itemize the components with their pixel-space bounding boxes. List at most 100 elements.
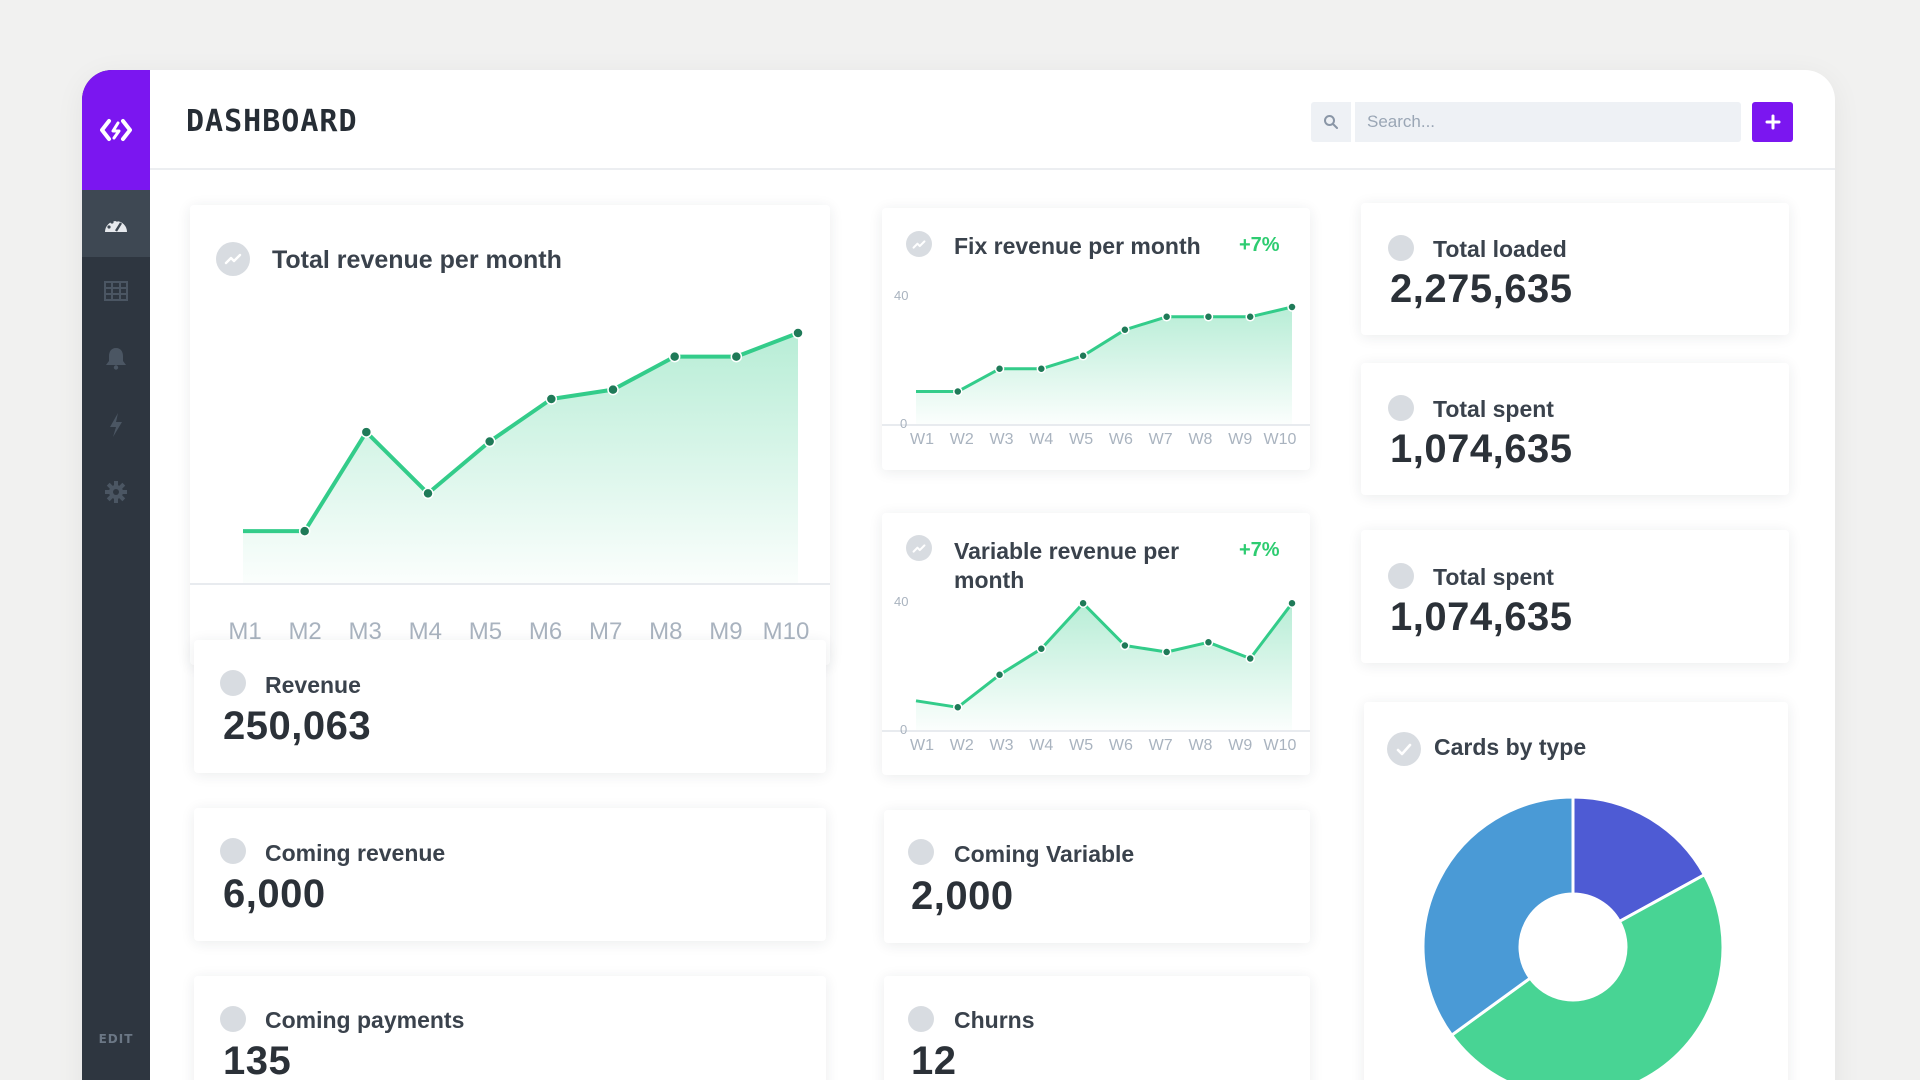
edit-button[interactable]: EDIT [98,1032,134,1046]
data-point [1036,364,1047,374]
app-window: EDIT DASHBOARD Total revenue per month M… [82,70,1835,1080]
pie-slice [1449,872,1725,1080]
x-tick-label: W10 [1264,431,1297,448]
x-tick-label: W7 [1149,737,1173,754]
data-point [792,327,804,339]
fix-revenue-chart: W1 W2 W3 W4 W5 W6 W7 W8 W9 W10 40 0 [882,288,1310,448]
coin-icon [220,1006,246,1032]
sidebar-item-table[interactable] [82,257,150,324]
check-icon [1387,732,1421,766]
variable-revenue-card: Variable revenue per month +7% W1 W2 W3 W4 W… [882,513,1310,775]
total-spent-card-2: Total spent 1,074,635 [1361,530,1789,663]
data-point [545,393,558,405]
coin-icon [1388,235,1414,261]
data-point [1120,640,1130,651]
data-point [1245,653,1255,664]
x-tick-label: W7 [1149,431,1173,448]
data-point [298,525,311,537]
data-point [1161,312,1172,322]
pie-slice [1571,795,1707,924]
card-value: 1,074,635 [1390,427,1573,471]
x-tick-label: W4 [1029,431,1053,448]
bell-icon [106,347,126,370]
dashboard-icon [105,217,127,232]
area-fill [916,307,1292,424]
card-title: Revenue [265,672,361,698]
coin-icon [220,670,246,696]
card-title: Coming Variable [954,841,1135,867]
fix-revenue-card: Fix revenue per month +7% W1 W2 W3 W4 W5 W6 W7… [882,208,1310,470]
card-title: Coming revenue [265,840,446,866]
total-loaded-card: Total loaded 2,275,635 [1361,203,1789,335]
x-tick-label: W10 [1264,737,1297,754]
header: DASHBOARD [150,70,1835,170]
trend-icon [906,535,932,561]
gear-icon [105,480,127,503]
cards-by-type-card: Cards by type [1364,702,1788,1080]
data-point [483,435,496,448]
total-revenue-chart: M1 M2 M3 M4 M5 M6 M7 M8 M9 M10 [190,327,830,645]
x-tick-label: W3 [990,737,1014,754]
sidebar-item-activity[interactable] [82,391,150,458]
x-tick-label: W8 [1188,431,1212,448]
sidebar-item-dashboard[interactable] [82,190,150,257]
data-point [994,364,1005,374]
search-icon[interactable] [1311,102,1351,142]
data-point [668,350,681,363]
search-input[interactable] [1355,102,1741,142]
card-title: Variable revenue per [954,538,1180,564]
add-button[interactable] [1752,102,1793,142]
data-point [607,383,619,396]
data-point [1245,312,1255,322]
coin-icon [908,839,934,865]
card-value: 6,000 [223,872,326,916]
logo[interactable] [82,70,150,190]
card-value: 2,275,635 [1390,267,1573,311]
coming-revenue-card: Coming revenue 6,000 [194,808,826,941]
x-tick-label: W1 [910,431,934,448]
trend-icon [216,242,250,276]
card-title: Fix revenue per month [954,233,1201,259]
data-point [730,350,743,363]
data-point [1203,312,1214,322]
logo-icon [100,119,132,141]
card-title-line2: month [954,567,1025,593]
growth-badge: +7% [1239,539,1280,561]
x-tick-label: W9 [1228,737,1252,754]
coin-icon [220,838,246,864]
y-tick-label: 40 [894,288,908,303]
card-title: Total spent [1433,564,1554,590]
plus-icon [1765,114,1780,130]
churns-card: Churns 12 [884,976,1310,1080]
area-fill [916,603,1292,730]
data-point [1078,598,1088,608]
search-bar [1311,102,1741,142]
sidebar-item-settings[interactable] [82,458,150,525]
card-value: 2,000 [911,874,1014,918]
x-tick-label: W1 [910,737,934,754]
series-line [243,331,799,534]
data-point [953,386,963,397]
growth-badge: +7% [1239,234,1280,256]
card-title: Total spent [1433,396,1554,422]
data-point [953,702,963,712]
card-title: Coming payments [265,1007,465,1033]
data-point [422,487,434,500]
x-tick-label: W5 [1069,431,1093,448]
coin-icon [1388,395,1414,421]
card-title: Total loaded [1433,236,1567,262]
coming-variable-card: Coming Variable 2,000 [884,810,1310,943]
data-point [994,670,1005,680]
coin-icon [908,1006,934,1032]
y-tick-label: 0 [900,722,907,737]
sidebar-item-notifications[interactable] [82,324,150,391]
cards-by-type-chart [1421,795,1725,1080]
series-line [916,305,1293,393]
revenue-card: Revenue 250,063 [194,640,826,773]
y-tick-label: 0 [900,416,907,431]
x-tick-label: W8 [1188,737,1212,754]
lightning-icon [110,412,122,437]
pie-slice [1421,795,1575,1038]
data-point [1120,325,1130,335]
data-point [1036,644,1047,654]
